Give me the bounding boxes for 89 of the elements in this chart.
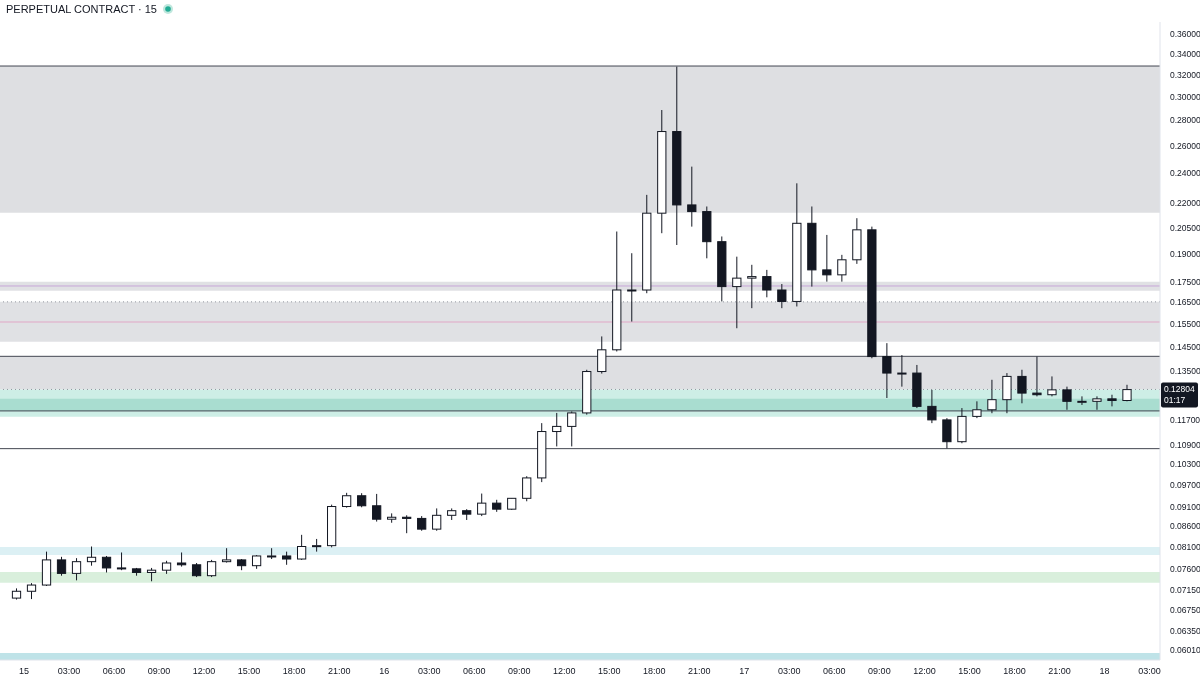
candlestick: [747, 264, 757, 309]
y-tick-label: 0.06750: [1170, 604, 1200, 615]
x-tick-label: 18:00: [1003, 666, 1026, 675]
candlestick: [71, 557, 82, 581]
candlestick: [777, 283, 787, 309]
y-tick-label: 0.19000: [1170, 248, 1200, 259]
x-tick-label: 09:00: [147, 666, 171, 675]
y-tick-label: 0.30000: [1170, 91, 1200, 102]
candlestick: [627, 252, 637, 323]
candlestick: [972, 400, 982, 419]
candlestick: [927, 389, 937, 424]
x-tick-label: 15:00: [958, 666, 981, 675]
candlestick: [897, 354, 907, 388]
x-tick-label: 06:00: [823, 666, 846, 675]
x-tick-label: 21:00: [1048, 666, 1071, 675]
x-tick-label: 18:00: [282, 666, 306, 675]
candlestick: [687, 166, 697, 228]
candlestick: [1002, 372, 1012, 414]
x-tick-label: 06:00: [462, 666, 486, 675]
y-tick-label: 0.15500: [1170, 318, 1200, 329]
candlestick: [1092, 395, 1102, 411]
candlestick: [552, 412, 562, 447]
y-tick-label: 0.24000: [1170, 168, 1200, 179]
x-tick-label: 18: [1099, 666, 1110, 675]
x-tick-label: 15:00: [237, 666, 261, 675]
candlestick: [822, 234, 832, 283]
y-tick-label: 0.28000: [1170, 115, 1200, 126]
y-tick-label: 0.08100: [1170, 541, 1200, 552]
x-tick-label: 03:00: [1138, 666, 1161, 675]
x-tick-label: 03:00: [57, 666, 81, 675]
candlestick: [762, 269, 772, 298]
y-tick-label: 0.32000: [1170, 69, 1200, 80]
chart-title: PERPETUAL CONTRACT · 15: [6, 3, 157, 15]
x-tick-label: 21:00: [688, 666, 711, 675]
y-tick-label: 0.17500: [1170, 277, 1200, 288]
candlestick: [297, 534, 307, 561]
y-tick-label: 0.06010: [1170, 644, 1200, 655]
y-tick-label: 0.14500: [1170, 341, 1200, 352]
candlestick: [56, 556, 67, 577]
x-tick-label: 12:00: [192, 666, 216, 675]
y-tick-label: 0.11700: [1170, 415, 1200, 426]
y-tick-label: 0.22000: [1170, 198, 1200, 209]
candlestick: [372, 493, 382, 523]
candlestick: [597, 335, 607, 375]
candlestick: [86, 546, 97, 567]
x-tick-label: 09:00: [507, 666, 531, 675]
text: 01:17: [1164, 394, 1186, 405]
candlestick: [987, 379, 997, 414]
y-tick-label: 0.36000: [1170, 29, 1200, 40]
y-tick-label: 0.10300: [1170, 459, 1200, 470]
y-tick-label: 0.09100: [1170, 501, 1200, 512]
ref-line-label: 0.12804: [1164, 384, 1195, 395]
x-tick-label: 12:00: [913, 666, 936, 675]
y-tick-label: 0.26000: [1170, 140, 1200, 151]
y-tick-label: 0.07600: [1170, 563, 1200, 574]
y-tick-label: 0.16500: [1170, 297, 1200, 308]
x-tick-label: 12:00: [552, 666, 576, 675]
y-tick-label: 0.08600: [1170, 521, 1200, 532]
candlestick: [942, 417, 952, 449]
y-tick-label: 0.34000: [1170, 48, 1200, 59]
y-tick-label: 0.07150: [1170, 584, 1200, 595]
x-tick-label: 15: [19, 666, 30, 675]
candlestick: [837, 254, 847, 283]
candlestick: [522, 475, 532, 502]
x-tick-label: 09:00: [868, 666, 891, 675]
candlestick: [1047, 375, 1057, 397]
candlestick: [882, 342, 892, 399]
x-tick-label: 16: [379, 666, 390, 675]
x-tick-label: 03:00: [778, 666, 801, 675]
x-tick-label: 18:00: [643, 666, 666, 675]
candlestick: [1017, 369, 1027, 404]
x-tick-label: 21:00: [327, 666, 351, 675]
x-tick-label: 15:00: [598, 666, 621, 675]
y-tick-label: 0.13500: [1170, 366, 1200, 377]
y-tick-label: 0.10900: [1170, 439, 1200, 450]
candlestick: [1107, 394, 1117, 407]
candlestick: [1062, 386, 1072, 411]
y-tick-label: 0.06350: [1170, 625, 1200, 636]
candlestick: [567, 410, 577, 447]
candlestick: [732, 256, 742, 329]
candlestick: [477, 493, 487, 517]
candlestick: [1032, 356, 1042, 397]
candlestick: [432, 507, 442, 532]
candlestick: [1077, 395, 1087, 406]
x-tick-label: 03:00: [417, 666, 441, 675]
x-tick-label: 06:00: [102, 666, 126, 675]
y-tick-label: 0.20500: [1170, 222, 1200, 233]
x-tick-label: 17: [739, 666, 750, 675]
y-tick-label: 0.09700: [1170, 479, 1200, 490]
